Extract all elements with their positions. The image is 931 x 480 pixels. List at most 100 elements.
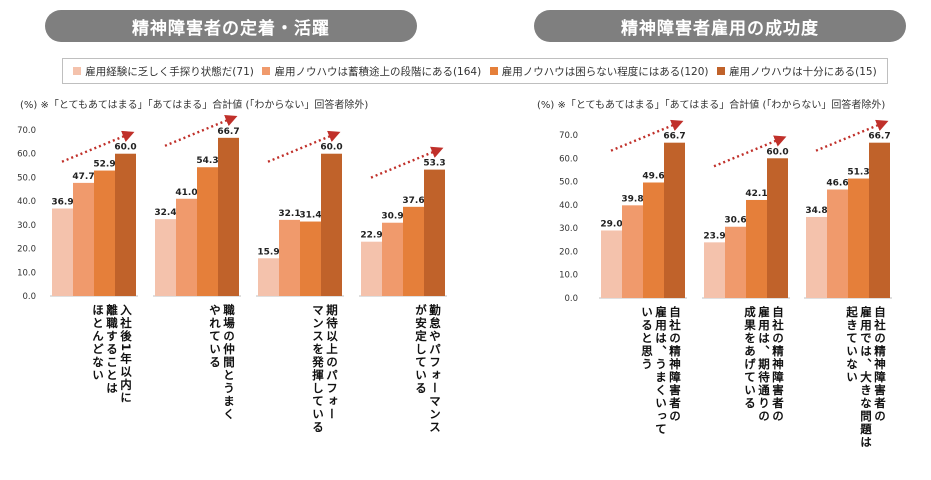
y-tick-label: 50.0 [17,173,36,183]
y-tick-label: 50.0 [559,178,578,188]
data-label: 66.7 [217,127,239,137]
data-label: 34.8 [805,206,827,216]
category-label: やれている [208,304,222,369]
legend-label: 雇用ノウハウは困らない程度にはある(120) [501,65,709,78]
data-label: 39.8 [621,194,643,204]
trend-arrow [815,119,889,152]
bar [767,158,788,298]
data-label: 41.0 [175,188,197,198]
y-tick-label: 30.0 [559,224,578,234]
bar [725,226,746,298]
category-label: 雇用では、大きな問題は [859,305,873,449]
y-tick-label: 30.0 [17,221,36,231]
bar [73,182,94,296]
category-label: 離職することは [105,303,119,395]
trend-arrow [267,130,341,163]
trend-arrow [610,119,684,152]
category-label: 期待以上のパフォー [325,303,339,421]
y-tick-label: 40.0 [17,197,36,207]
y-tick-label: 20.0 [559,247,578,257]
trend-arrow [164,115,238,147]
data-label: 54.3 [196,156,218,166]
legend-swatch [489,67,498,75]
data-label: 49.6 [642,172,664,182]
category-label: 自社の精神障害者の [771,305,785,423]
category-label: が安定している [414,303,428,395]
y-tick-label: 10.0 [17,268,36,278]
bar [155,219,176,296]
bar [197,167,218,296]
data-label: 36.9 [51,197,73,207]
bar [52,208,73,296]
bar [601,230,622,298]
data-label: 66.7 [663,132,685,142]
bar [382,222,403,296]
data-label: 30.9 [381,212,403,222]
category-label: 雇用は、期待通りの [757,305,771,423]
legend-item: 雇用経験に乏しく手探り状態だ(71) [73,64,254,79]
chart-note-right: (%) ※「とてもあてはまる」「あてはまる」合計値 (「わからない」回答者除外) [537,100,886,111]
y-tick-label: 0.0 [22,292,36,302]
bar [258,258,279,296]
legend-swatch [262,67,271,75]
bar [869,142,890,298]
bar [806,216,827,298]
data-label: 66.7 [868,132,890,142]
y-tick-label: 0.0 [564,294,578,304]
bar [361,241,382,296]
trend-arrow [713,135,787,168]
data-label: 53.3 [423,159,445,169]
chart-note-left: (%) ※「とてもあてはまる」「あてはまる」合計値 (「わからない」回答者除外) [20,100,369,111]
category-label: 雇用は、うまくいって [654,305,668,436]
category-label: 成果をあげている [743,305,757,410]
category-label: 勤怠やパフォーマンス [428,303,442,434]
y-tick-label: 20.0 [17,245,36,255]
chart-title-left: 精神障害者の定着・活躍 [45,10,417,42]
bar [176,198,197,296]
data-label: 29.0 [600,219,622,229]
legend-label: 雇用経験に乏しく手探り状態だ(71) [85,65,254,78]
bar [848,178,869,298]
y-tick-label: 10.0 [559,271,578,281]
legend-item: 雇用ノウハウは十分にある(15) [717,64,877,79]
bar [827,189,848,298]
data-label: 22.9 [360,231,382,241]
data-label: 30.6 [724,216,746,226]
legend-label: 雇用ノウハウは蓄積途上の段階にある(164) [274,65,482,78]
legend-swatch [717,67,726,75]
bar [94,170,115,296]
bar [403,206,424,296]
bar [643,182,664,298]
bar [218,137,239,296]
category-label: ほとんどない [91,304,105,382]
legend: 雇用経験に乏しく手探り状態だ(71) 雇用ノウハウは蓄積途上の段階にある(164… [62,58,888,84]
data-label: 51.3 [847,168,869,178]
bar [279,219,300,296]
bar [704,242,725,298]
data-label: 42.1 [745,189,767,199]
data-label: 32.1 [278,209,300,219]
bar [746,199,767,298]
data-label: 60.0 [114,143,136,153]
legend-swatch [73,67,82,75]
bar [424,169,445,296]
y-tick-label: 40.0 [559,201,578,211]
category-label: いると思う [640,306,654,371]
bar [664,142,685,298]
data-label: 37.6 [402,196,424,206]
legend-label: 雇用ノウハウは十分にある(15) [729,65,877,78]
bar [622,205,643,298]
bar [115,153,136,296]
data-label: 52.9 [93,160,115,170]
y-tick-label: 70.0 [17,126,36,136]
legend-item: 雇用ノウハウは蓄積途上の段階にある(164) [262,64,481,79]
legend-item: 雇用ノウハウは困らない程度にはある(120) [489,64,709,79]
category-label: 職場の仲間とうまく [222,303,236,421]
data-label: 23.9 [703,231,725,241]
bar [321,153,342,296]
y-tick-label: 60.0 [17,150,36,160]
chart-title-right: 精神障害者雇用の成功度 [534,10,906,42]
category-label: 起きていない [845,305,859,384]
y-tick-label: 60.0 [559,154,578,164]
